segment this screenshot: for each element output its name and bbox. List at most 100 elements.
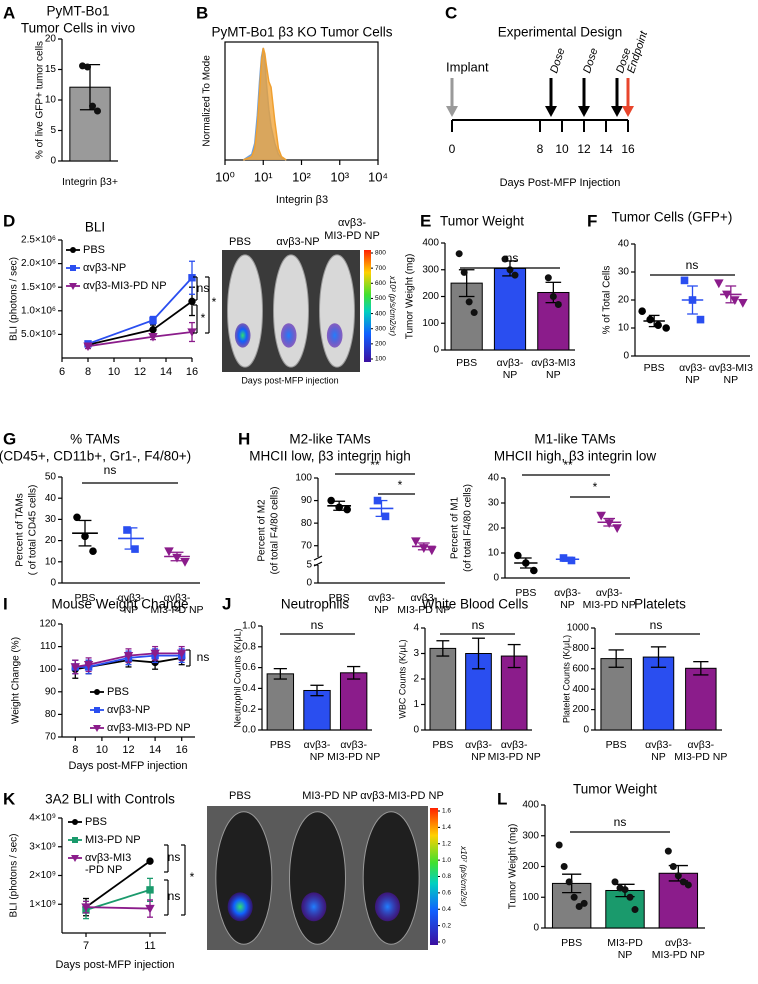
y-tick-label: 110 [40, 641, 56, 652]
y-tick-label: 0 [50, 156, 56, 167]
data-point [411, 537, 421, 547]
data-point [567, 556, 576, 565]
event-label: Dose [581, 47, 600, 75]
bar [600, 658, 632, 731]
x-tick-label: αvβ3- [501, 739, 528, 751]
chart-title: Platelets [634, 597, 686, 612]
x-tick-label: 14 [160, 366, 172, 378]
image-label: PBS [229, 790, 251, 802]
data-point [470, 309, 478, 317]
y-tick-label: 20 [488, 523, 500, 534]
x-tick-label: 10³ [330, 169, 349, 184]
mouse [273, 254, 309, 368]
y-tick-label: 90 [45, 686, 57, 697]
bar [303, 689, 331, 731]
x-tick-label: 10⁴ [368, 169, 388, 184]
y-tick-label: 1 [413, 699, 419, 710]
y-axis-label: (of total F4/80 cells) [463, 484, 474, 572]
signal [280, 323, 297, 348]
colorbar-tick-label: 600 [375, 280, 386, 287]
colorbar-tick-label: 0.2 [442, 922, 451, 929]
y-tick-label: 0.6 [242, 662, 256, 673]
image-caption: Days post-MFP injection [241, 375, 338, 385]
signal [234, 323, 251, 348]
x-tick-label: 8 [85, 366, 91, 378]
significance-label: ns [168, 850, 181, 864]
chart-title: Mouse Weight Change [51, 597, 188, 612]
y-tick-label: 5 [50, 125, 56, 136]
data-point [565, 878, 573, 886]
y-tick-label: 0 [623, 351, 629, 362]
plot-frame [224, 41, 379, 161]
significance-label: ** [370, 458, 380, 472]
y-tick-label: 3×10⁹ [29, 841, 56, 852]
data-point [148, 333, 158, 342]
colorbar-tick-label: 0.4 [442, 906, 451, 913]
x-tick-label: αvβ3- [340, 739, 367, 751]
panel-letter: A [3, 3, 15, 22]
bar [493, 267, 527, 351]
legend-marker [70, 247, 76, 253]
data-point [638, 307, 646, 316]
x-tick-label: NP [503, 369, 518, 381]
data-point [150, 649, 160, 659]
x-tick-label: αvβ3- [687, 739, 714, 751]
x-tick-label: PBS [432, 739, 453, 751]
y-axis-label: ( of total CD45 cells) [28, 485, 39, 576]
x-tick-label: 6 [59, 366, 65, 378]
data-point [455, 250, 463, 258]
legend-label: αvβ3-MI3-PD NP [83, 280, 167, 292]
bar [685, 667, 717, 731]
y-tick-label: 10 [45, 556, 57, 567]
y-tick-label: 1.5×10⁶ [21, 282, 56, 293]
x-tick-label: PBS [606, 739, 627, 751]
panel-letter: E [420, 211, 431, 230]
x-tick-label: αvβ3- [118, 592, 145, 604]
legend-label: MI3-PD NP [85, 834, 141, 846]
chart-title: Neutrophils [281, 597, 350, 612]
data-point [664, 847, 672, 855]
mouse [289, 811, 346, 945]
x-tick-label: MI3-PD NP [397, 604, 450, 616]
chart-title: M2-like TAMs [289, 432, 371, 447]
y-tick-label: 100 [295, 473, 312, 484]
x-tick-label: PBS [515, 587, 536, 599]
x-tick-label: αvβ3-MI3 [709, 362, 753, 374]
chart-title: Tumor Cells in vivo [21, 21, 135, 36]
y-tick-label: 0 [493, 573, 499, 584]
data-point [94, 107, 101, 115]
y-tick-label: 0 [50, 578, 56, 589]
x-tick-label: NP [560, 599, 575, 611]
event-label: Dose [548, 47, 567, 75]
data-point [730, 296, 740, 306]
x-tick-label: MI3-PD NP [652, 949, 705, 961]
data-point [621, 886, 629, 894]
significance-label: * [212, 295, 217, 309]
x-tick-label: 10 [555, 142, 569, 156]
significance-label: ns [650, 618, 663, 632]
legend-marker [94, 689, 100, 695]
chart-title: % TAMs [70, 432, 120, 447]
significance-label: ns [472, 618, 485, 632]
data-point [149, 325, 157, 334]
y-tick-label: 0.4 [242, 683, 256, 694]
x-axis-label: Days post-MFP injection [55, 959, 174, 971]
chart-title: M1-like TAMs [534, 432, 616, 447]
signal [326, 323, 343, 348]
significance-label: ** [563, 458, 573, 472]
data-point [81, 903, 91, 913]
x-tick-label: 16 [621, 142, 635, 156]
legend-label: PBS [85, 816, 107, 828]
x-tick-label: MI3-PD NP [674, 751, 727, 763]
signal [301, 892, 327, 922]
y-tick-label: 400 [572, 684, 589, 695]
chart-title: BLI [85, 220, 105, 235]
image-label: αvβ3-NP [276, 236, 319, 248]
data-point [674, 872, 682, 880]
x-tick-label: 8 [537, 142, 544, 156]
legend-marker [71, 855, 79, 862]
y-tick-label: 30 [488, 498, 500, 509]
event-label: Implant [446, 59, 489, 74]
legend-label: αvβ3-MI3-PD NP [107, 722, 191, 734]
significance-label: ns [197, 650, 210, 664]
